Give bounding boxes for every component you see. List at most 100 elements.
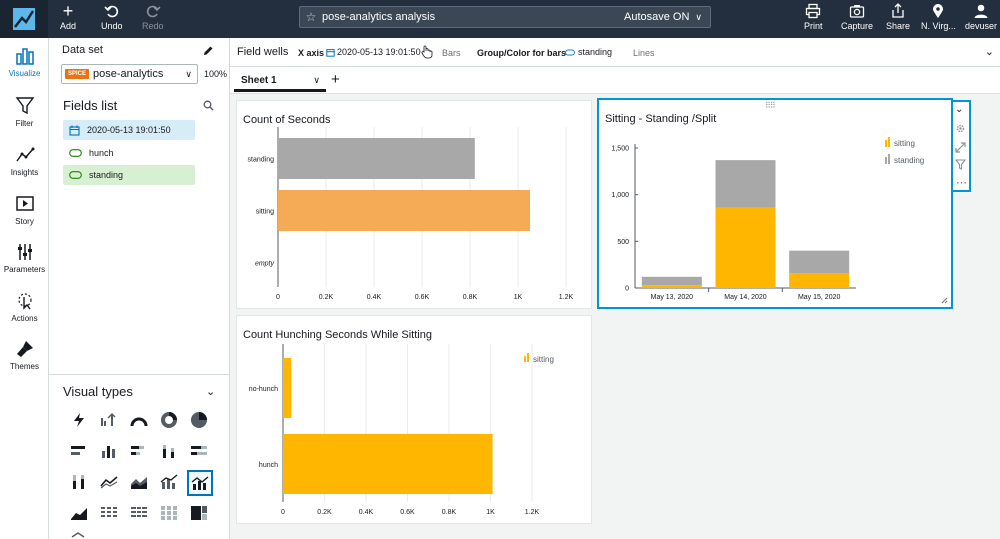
visual-count-hunching-seconds[interactable]: Count Hunching Seconds While Sitting 0 0.… (236, 315, 592, 524)
line-visual-icon[interactable] (97, 470, 121, 494)
chart-count-hunching-seconds: 0 0.2K 0.4K 0.6K 0.8K 1K 1.2K no-hunch hunch sitt… (249, 344, 554, 516)
x-axis-well-label: X axis (298, 48, 325, 58)
drag-handle-icon[interactable]: ⠿⠿ (765, 101, 776, 110)
field-item-hunch[interactable]: hunch (63, 143, 195, 163)
x-category-label: May 14, 2020 (724, 294, 767, 301)
analysis-name-bar[interactable]: ☆ pose-analytics analysis Autosave ON ∨ (299, 6, 711, 28)
legend-label: standing (894, 156, 924, 165)
search-icon[interactable] (203, 100, 214, 111)
legend-label: sitting (533, 355, 554, 364)
pivot-table-visual-icon[interactable] (127, 501, 151, 525)
tree-map-visual-icon[interactable] (187, 501, 211, 525)
bar-standing (278, 138, 475, 179)
more-options-icon[interactable]: ⋯ (956, 177, 967, 189)
hand-cursor-icon (421, 45, 433, 59)
play-icon (15, 196, 34, 211)
visual-sitting-standing-split[interactable]: Sitting - Standing /Split ⠿⠿ 0 500 1,000 1,… (597, 98, 953, 309)
table-visual-icon[interactable] (97, 501, 121, 525)
share-button[interactable]: Share (886, 3, 910, 31)
field-item-date[interactable]: 2020-05-13 19:01:50 (63, 120, 195, 140)
area-visual-icon[interactable] (127, 470, 151, 494)
bar-sitting (278, 190, 530, 231)
collapse-chevron-icon[interactable]: ⌄ (206, 386, 216, 398)
plus-icon: + (62, 1, 74, 21)
donut-visual-icon[interactable] (157, 408, 181, 432)
user-menu-button[interactable]: devuser (965, 3, 997, 31)
bars-well-placeholder[interactable]: Bars (442, 48, 461, 58)
rail-item-parameters[interactable]: Parameters (0, 242, 49, 274)
redo-button[interactable]: Redo (142, 3, 164, 31)
resize-handle-icon[interactable] (941, 297, 948, 304)
tab-label: Sheet 1 (241, 74, 277, 86)
rail-item-story[interactable]: Story (0, 194, 49, 226)
gauge-visual-icon[interactable] (127, 408, 151, 432)
bar-sitting-1 (715, 207, 776, 288)
dimension-icon (69, 171, 82, 179)
rail-item-filter[interactable]: Filter (0, 96, 49, 128)
visual-types-title: Visual types (63, 384, 133, 399)
quicksight-logo-icon[interactable] (0, 0, 48, 38)
line-area-visual-icon[interactable] (67, 501, 91, 525)
expand-wells-chevron-icon[interactable]: ⌄ (984, 46, 994, 58)
percent-bar-visual-icon[interactable] (187, 439, 211, 463)
undo-button[interactable]: Undo (101, 3, 123, 31)
clustered-combo-visual-icon-selected[interactable] (187, 470, 213, 496)
kpi-visual-icon[interactable] (67, 408, 91, 432)
legend-swatch-sitting-b (527, 353, 529, 362)
add-button[interactable]: + Add (60, 1, 77, 31)
x-tick-label: 0.8K (442, 509, 457, 516)
star-icon[interactable]: ☆ (305, 10, 317, 24)
x-tick-label: 0 (281, 509, 285, 516)
stacked-column-visual-icon[interactable] (157, 439, 181, 463)
chevron-down-icon[interactable]: ∨ (313, 74, 320, 85)
dataset-title: Data set (62, 44, 103, 56)
waterfall-visual-icon[interactable] (97, 408, 121, 432)
heat-map-visual-icon[interactable] (157, 501, 181, 525)
x-axis-well-chip[interactable]: 2020-05-13 19:01:50 (326, 47, 421, 57)
bar-standing-2 (789, 250, 850, 274)
autosave-dropdown[interactable]: Autosave ON ∨ (624, 11, 702, 23)
capture-button[interactable]: Capture (841, 3, 873, 31)
add-sheet-button[interactable]: + (331, 71, 340, 88)
rail-item-insights[interactable]: Insights (0, 145, 49, 177)
bar-line-combo-visual-icon[interactable] (157, 470, 181, 494)
group-color-well-value: standing (578, 47, 613, 57)
partial-row-visual-icon[interactable] (67, 531, 91, 539)
y-category-label: standing (248, 157, 275, 164)
stacked-bar-visual-icon[interactable] (127, 439, 151, 463)
region-button[interactable]: N. Virg... (921, 3, 956, 31)
lines-well-placeholder[interactable]: Lines (633, 48, 655, 58)
line-trend-icon (15, 147, 34, 162)
expand-icon[interactable] (955, 142, 966, 153)
pie-visual-icon[interactable] (187, 408, 211, 432)
rail-item-themes[interactable]: Themes (0, 339, 49, 371)
visual-title: Count Hunching Seconds While Sitting (243, 329, 432, 341)
rail-item-actions[interactable]: Actions (0, 291, 49, 323)
filter-funnel-icon[interactable] (955, 159, 966, 170)
pencil-icon[interactable] (203, 45, 214, 56)
collapse-menu-chevron-icon[interactable]: ⌄ (955, 104, 964, 115)
rail-item-visualize[interactable]: Visualize (0, 46, 49, 78)
dataset-select[interactable]: SPICE pose-analytics ∨ (61, 64, 198, 84)
percent-column-visual-icon[interactable] (67, 470, 91, 494)
visual-count-of-seconds[interactable]: Count of Seconds 0 0.2K 0.4K 0.6K 0.8K 1K 1.2K… (236, 100, 592, 309)
print-button[interactable]: Print (804, 3, 823, 31)
group-color-well-chip[interactable]: standing (565, 47, 612, 57)
data-panel: Data set SPICE pose-analytics ∨ 100% Fie… (49, 38, 230, 539)
analysis-name[interactable]: pose-analytics analysis (322, 11, 436, 23)
brush-icon (16, 341, 33, 357)
legend-swatch-standing-b (888, 154, 890, 164)
settings-gear-icon[interactable] (955, 123, 966, 134)
visual-title: Count of Seconds (243, 114, 331, 126)
field-item-standing[interactable]: standing (63, 165, 195, 185)
y-tick-label: 500 (617, 239, 629, 246)
dimension-icon (565, 48, 575, 55)
camera-icon (849, 5, 865, 18)
tab-sheet-1[interactable]: Sheet 1 ∨ (234, 71, 326, 92)
bar-hunch (283, 434, 493, 494)
horizontal-bar-visual-icon[interactable] (67, 439, 91, 463)
bar-sitting-2 (789, 273, 850, 288)
vertical-bar-visual-icon[interactable] (97, 439, 121, 463)
x-tick-label: 0 (276, 294, 280, 301)
divider (49, 374, 230, 375)
